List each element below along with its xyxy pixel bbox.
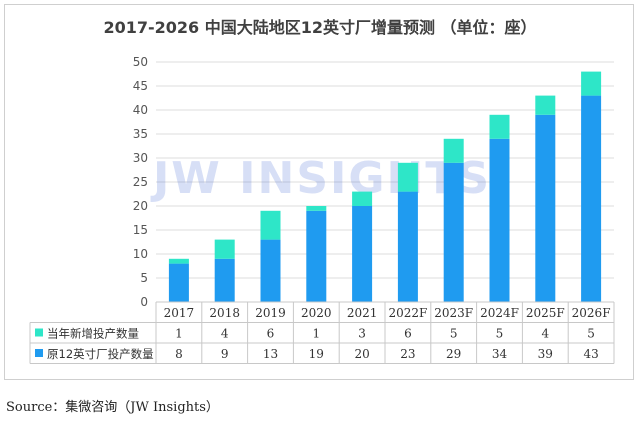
bar-original	[168, 263, 189, 302]
x-tick-label: 2017	[164, 306, 195, 320]
data-table: 2017 2018 2019 2020 2021 2022F 2023F 2024F 2025F…	[29, 301, 615, 364]
data-table-value: 4	[541, 327, 549, 341]
legend-swatch	[35, 328, 43, 337]
bar-original	[352, 206, 373, 302]
data-table-value: 20	[354, 347, 369, 361]
x-tick-label: 2024F	[480, 306, 519, 320]
y-tick-label: 40	[133, 103, 148, 117]
bar-new	[260, 210, 281, 240]
bars	[168, 71, 602, 302]
data-table-value: 13	[263, 347, 278, 361]
bar-original	[489, 138, 510, 302]
legend-label: 当年新增投产数量	[47, 327, 139, 341]
data-table-value: 29	[446, 347, 461, 361]
data-table-value: 39	[538, 347, 553, 361]
data-table-value: 34	[492, 347, 508, 361]
bar-original	[397, 191, 418, 302]
bar-new	[168, 258, 189, 264]
bar-original	[260, 239, 281, 302]
y-tick-label: 35	[133, 127, 148, 141]
data-table-value: 6	[267, 327, 275, 341]
bar-new	[535, 95, 556, 115]
x-tick-label: 2023F	[434, 306, 473, 320]
x-tick-label: 2018	[209, 306, 240, 320]
data-table-value: 4	[221, 327, 229, 341]
bar-new	[397, 162, 418, 192]
y-axis-ticks: 0 5 10 15 20 25 30 35 40 45 50	[133, 55, 148, 309]
data-table-value: 1	[312, 327, 320, 341]
bar-new	[443, 138, 464, 163]
y-tick-label: 5	[140, 271, 148, 285]
chart-frame	[4, 4, 634, 380]
bar-new	[489, 114, 510, 139]
data-table-value: 23	[400, 347, 415, 361]
chart-title: 2017-2026 中国大陆地区12英寸厂增量预测 （单位：座）	[103, 18, 537, 37]
bar-new	[214, 239, 235, 259]
bar-original	[214, 258, 235, 302]
watermark: JW INSIGHTS	[150, 153, 491, 204]
x-tick-label: 2019	[255, 306, 286, 320]
bar-original	[443, 162, 464, 302]
x-tick-label: 2022F	[388, 306, 427, 320]
bar-original	[535, 114, 556, 302]
y-tick-label: 20	[133, 199, 148, 213]
x-tick-label: 2021	[347, 306, 378, 320]
x-tick-label: 2020	[301, 306, 332, 320]
legend-label: 原12英寸厂投产数量	[47, 347, 154, 361]
y-tick-label: 45	[133, 79, 148, 93]
data-table-value: 43	[583, 347, 598, 361]
y-tick-label: 50	[133, 55, 148, 69]
bar-original	[306, 210, 327, 302]
y-tick-label: 15	[133, 223, 148, 237]
data-table-value: 9	[221, 347, 229, 361]
bar-new	[581, 71, 602, 96]
source-note: Source：集微咨询（JW Insights）	[6, 400, 219, 415]
data-table-value: 8	[175, 347, 183, 361]
data-table-value: 19	[309, 347, 324, 361]
y-tick-label: 30	[133, 151, 148, 165]
data-table-value: 5	[450, 327, 458, 341]
y-tick-label: 0	[140, 295, 148, 309]
bar-original	[581, 95, 602, 302]
data-table-value: 5	[587, 327, 595, 341]
data-table-value: 5	[496, 327, 504, 341]
data-table-value: 6	[404, 327, 412, 341]
bar-new	[352, 191, 373, 206]
y-tick-label: 25	[133, 175, 148, 189]
data-table-value: 1	[175, 327, 183, 341]
legend-swatch	[35, 349, 43, 357]
data-table-value: 3	[358, 327, 366, 341]
bar-new	[306, 206, 327, 211]
x-tick-label: 2026F	[572, 306, 611, 320]
y-tick-label: 10	[133, 247, 148, 261]
x-tick-label: 2025F	[526, 306, 565, 320]
